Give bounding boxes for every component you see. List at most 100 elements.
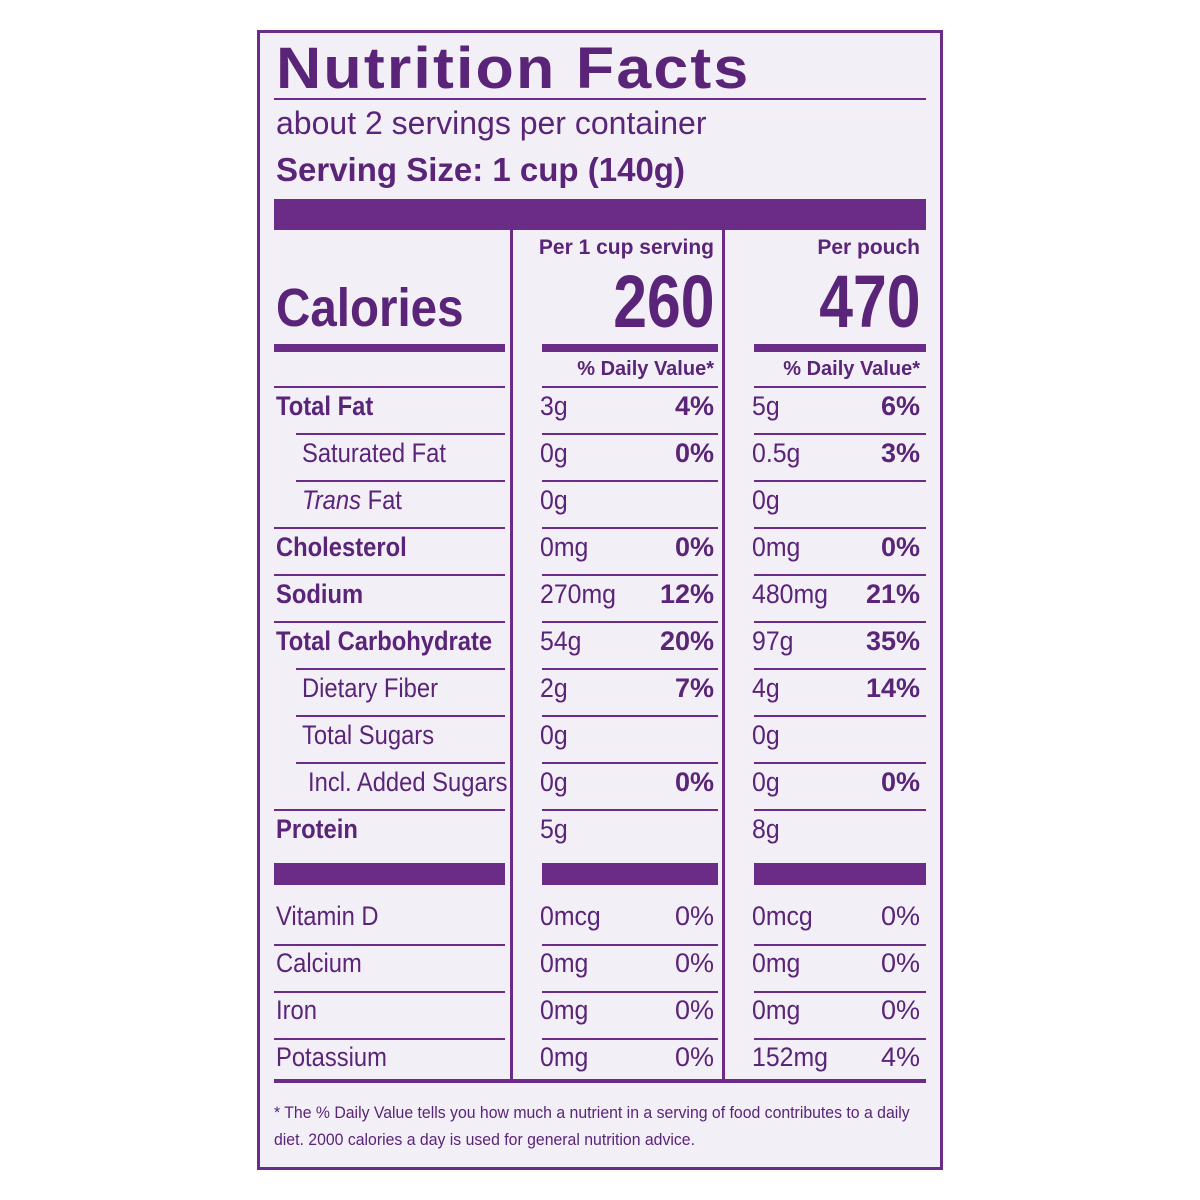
row-rule-serving	[542, 621, 718, 623]
row-rule-label	[296, 715, 505, 717]
vitamin-rule-pouch	[754, 944, 926, 946]
vitamin-rule-serving	[542, 944, 718, 946]
nutrient-label: Total Carbohydrate	[276, 626, 492, 657]
serving-amount: 2g	[540, 673, 568, 703]
row-rule-serving	[542, 574, 718, 576]
pouch-amount: 152mg	[752, 1042, 828, 1072]
serving-amount: 0g	[540, 720, 568, 750]
serving-dv: 0%	[674, 767, 714, 797]
serving-dv: 20%	[659, 626, 714, 656]
pouch-dv: 0%	[880, 767, 920, 797]
nutrient-label-text: Total Fat	[276, 391, 374, 421]
serving-size: Serving Size: 1 cup (140g)	[276, 151, 685, 188]
footnote-rule	[274, 1079, 926, 1083]
pouch-amount: 0.5g	[752, 438, 801, 468]
serving-amount: 0mg	[540, 532, 589, 562]
row-rule-label	[296, 480, 505, 482]
nutrient-label-text: Total Sugars	[302, 720, 435, 750]
pouch-amount: 8g	[752, 814, 780, 844]
vitamin-rule-label	[274, 991, 505, 993]
column-divider-right	[722, 230, 725, 1080]
pouch-dv: 4%	[880, 1042, 920, 1072]
calories-serving: 260	[612, 260, 714, 343]
row-rule-pouch	[754, 433, 926, 435]
dv-header-pouch: % Daily Value*	[783, 358, 920, 380]
row-rule-pouch	[754, 574, 926, 576]
vitamin-rule-pouch	[754, 991, 926, 993]
serving-amount: 5g	[540, 814, 568, 844]
dv-header-rule-serving	[542, 386, 718, 388]
pouch-amount: 0g	[752, 720, 780, 750]
row-rule-pouch	[754, 762, 926, 764]
serving-amount: 0g	[540, 438, 568, 468]
serving-dv: 0%	[674, 901, 714, 931]
serving-amount: 0mg	[540, 1042, 589, 1072]
row-rule-serving	[542, 715, 718, 717]
pouch-amount: 0mg	[752, 995, 801, 1025]
nutrient-label-text: Fat	[360, 485, 402, 515]
pouch-dv: 35%	[865, 626, 920, 656]
pouch-amount: 0mg	[752, 948, 801, 978]
vitamins-bar-label	[274, 863, 505, 885]
pouch-amount: 0mg	[752, 532, 801, 562]
pouch-amount: 4g	[752, 673, 780, 703]
nutrient-label: Saturated Fat	[302, 438, 446, 469]
row-rule-pouch	[754, 668, 926, 670]
serving-amount: 0mg	[540, 948, 589, 978]
pouch-dv: 0%	[880, 948, 920, 978]
serving-amount: 0mg	[540, 995, 589, 1025]
column-header-pouch: Per pouch	[817, 236, 920, 259]
pouch-dv: 0%	[880, 532, 920, 562]
pouch-amount: 5g	[752, 391, 780, 421]
row-rule-serving	[542, 433, 718, 435]
pouch-amount: 97g	[752, 626, 794, 656]
calories-rule-pouch	[754, 344, 926, 352]
nutrient-label-text: Saturated Fat	[302, 438, 446, 468]
dv-header-rule-pouch	[754, 386, 926, 388]
serving-dv: 0%	[674, 948, 714, 978]
serving-dv: 0%	[674, 995, 714, 1025]
nutrient-label: Protein	[276, 814, 358, 845]
nutrition-facts-label: Nutrition Facts about 2 servings per con…	[257, 30, 943, 1170]
vitamin-label: Calcium	[276, 948, 362, 978]
row-rule-serving	[542, 762, 718, 764]
row-rule-serving	[542, 809, 718, 811]
serving-dv: 7%	[674, 673, 714, 703]
serving-size-bar	[274, 199, 926, 230]
pouch-dv: 0%	[880, 995, 920, 1025]
footnote: * The % Daily Value tells you how much a…	[274, 1103, 910, 1149]
nutrient-label-text: Sodium	[276, 579, 364, 609]
vitamin-rule-serving	[542, 991, 718, 993]
row-rule-label	[274, 809, 505, 811]
row-rule-pouch	[754, 809, 926, 811]
pouch-dv: 21%	[865, 579, 920, 609]
serving-amount: 3g	[540, 391, 568, 421]
serving-dv: 0%	[674, 532, 714, 562]
nutrient-label-italic: Trans	[302, 485, 361, 515]
nutrient-label-text: Incl. Added Sugars	[308, 767, 508, 797]
pouch-dv: 14%	[865, 673, 920, 703]
vitamin-label: Iron	[276, 995, 317, 1025]
nutrient-label-text: Total Carbohydrate	[276, 626, 493, 656]
row-rule-serving	[542, 527, 718, 529]
vitamins-bar-pouch	[754, 863, 926, 885]
nutrient-label-text: Cholesterol	[276, 532, 407, 562]
serving-dv: 0%	[674, 438, 714, 468]
serving-amount: 0g	[540, 767, 568, 797]
pouch-dv: 3%	[880, 438, 920, 468]
vitamin-rule-serving	[542, 1038, 718, 1040]
calories-label: Calories	[276, 278, 464, 338]
title-rule	[274, 98, 926, 100]
serving-amount: 270mg	[540, 579, 616, 609]
row-rule-label	[274, 621, 505, 623]
row-rule-pouch	[754, 715, 926, 717]
serving-amount: 0g	[540, 485, 568, 515]
nutrient-label-text: Dietary Fiber	[302, 673, 439, 703]
nutrient-label: Dietary Fiber	[302, 673, 438, 704]
serving-amount: 54g	[540, 626, 582, 656]
dv-header-rule-label	[274, 386, 505, 388]
pouch-dv: 6%	[880, 391, 920, 421]
row-rule-pouch	[754, 527, 926, 529]
row-rule-label	[274, 527, 505, 529]
nutrient-label: Cholesterol	[276, 532, 407, 563]
